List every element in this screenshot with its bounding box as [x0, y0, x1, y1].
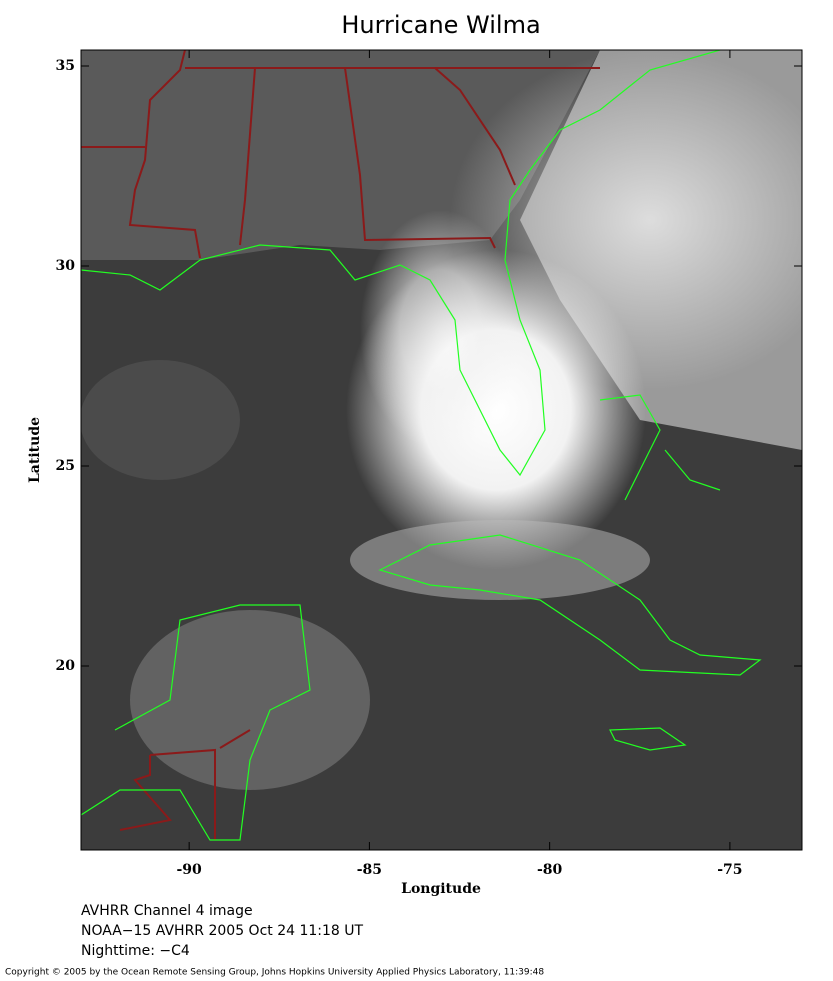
caption-line: Nighttime: −C4: [81, 943, 190, 959]
y-tick-label: 25: [56, 458, 75, 474]
map-title: Hurricane Wilma: [341, 11, 540, 39]
x-tick-label: -80: [537, 862, 563, 878]
y-axis-label: Latitude: [27, 417, 43, 483]
x-tick-label: -75: [717, 862, 742, 878]
caption-line: NOAA−15 AVHRR 2005 Oct 24 11:18 UT: [81, 923, 364, 939]
x-tick-label: -85: [357, 862, 382, 878]
caption-line: AVHRR Channel 4 image: [81, 903, 253, 919]
x-axis-label: Longitude: [401, 881, 481, 897]
y-tick-label: 35: [56, 58, 75, 74]
copyright: Copyright © 2005 by the Ocean Remote Sen…: [5, 968, 544, 978]
y-tick-label: 20: [56, 658, 76, 674]
satellite-image: [81, 50, 802, 850]
y-tick-label: 30: [56, 258, 76, 274]
x-tick-label: -90: [177, 862, 203, 878]
plot-frame: [80, 49, 803, 851]
